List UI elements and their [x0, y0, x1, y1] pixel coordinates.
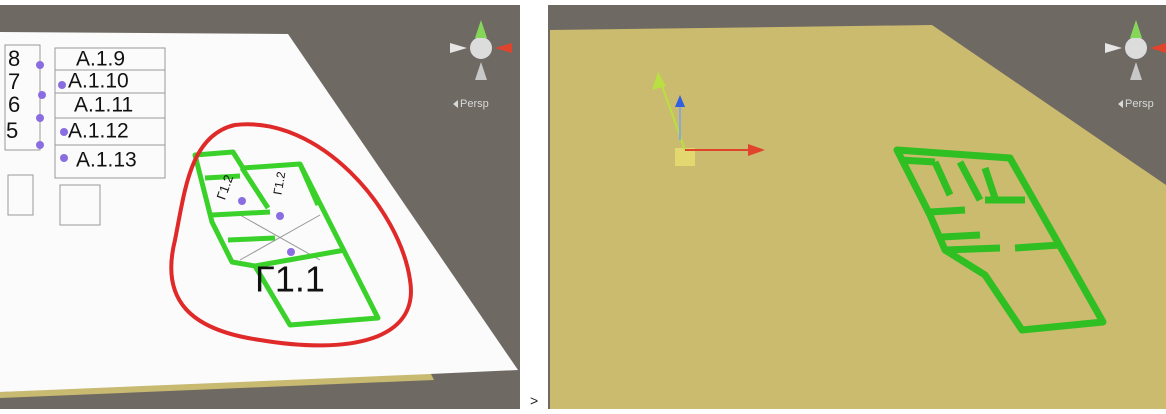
floor-plan-lines: [4, 44, 321, 261]
scene-gizmo: [450, 20, 512, 80]
left-scene-view: 8 7 6 5 A.1.9 A.1.10 A.1.11 A.1.12 A.1.1…: [0, 5, 520, 409]
right-scene-view: Persp: [548, 5, 1166, 409]
scene-gizmo: [1105, 20, 1166, 80]
room-label: A.1.12: [68, 120, 129, 143]
room-label: A.1.10: [68, 70, 129, 93]
red-highlight: [169, 122, 413, 348]
waypoints: [36, 61, 295, 256]
floor-label: Γ1.2: [271, 170, 289, 196]
row-number: 8: [8, 46, 20, 71]
camera-mode[interactable]: Persp: [1125, 98, 1154, 110]
room-label: A.1.11: [74, 94, 133, 117]
row-number: 6: [8, 92, 20, 117]
camera-mode-icon: [453, 100, 458, 108]
camera-mode[interactable]: Persp: [460, 98, 489, 110]
floor-label: Γ1.1: [255, 259, 325, 300]
camera-mode-icon: [1118, 100, 1123, 108]
plane-edge: [0, 372, 434, 398]
row-number: 5: [6, 118, 18, 143]
room-label: A.1.13: [76, 149, 137, 172]
separator: >: [530, 393, 538, 409]
room-label: A.1.9: [76, 48, 125, 71]
transform-gizmo: [652, 72, 765, 166]
floor-outline: [192, 149, 381, 328]
3d-floor-outline: [893, 146, 1107, 334]
row-number: 7: [8, 69, 20, 94]
